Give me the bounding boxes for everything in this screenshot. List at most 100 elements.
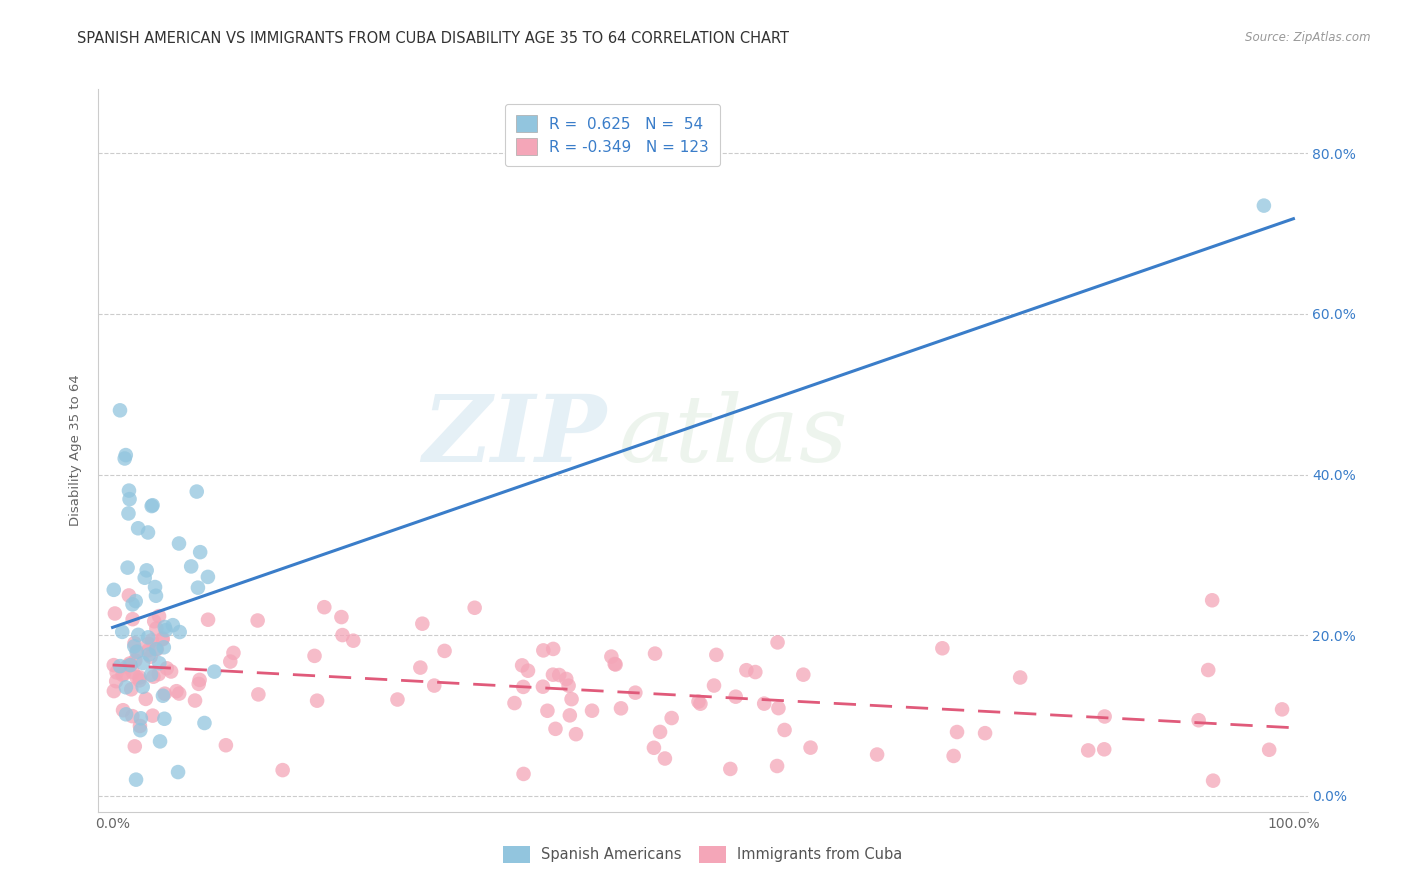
Point (409, 660, 432, 674)
Point (464, 600, 486, 615)
Point (117, 560, 139, 574)
Legend: R =  0.625   N =  54, R = -0.349   N = 123: R = 0.625 N = 54, R = -0.349 N = 123 (505, 104, 720, 166)
Point (142, 670, 165, 684)
Point (125, 594, 148, 608)
Point (127, 521, 149, 535)
Point (1077, 743, 1099, 757)
Point (138, 637, 160, 651)
Point (643, 740, 665, 755)
Point (332, 628, 354, 642)
Point (134, 571, 156, 585)
Point (132, 656, 155, 670)
Point (246, 614, 269, 628)
Point (610, 701, 633, 715)
Point (942, 748, 965, 763)
Point (531, 643, 554, 657)
Point (180, 559, 202, 574)
Point (433, 644, 456, 658)
Point (125, 670, 148, 684)
Point (197, 613, 219, 627)
Point (105, 674, 128, 689)
Point (124, 636, 146, 650)
Point (167, 536, 190, 550)
Point (121, 598, 143, 612)
Point (149, 734, 172, 748)
Point (184, 693, 207, 707)
Point (141, 633, 163, 648)
Point (124, 739, 146, 754)
Point (139, 667, 162, 681)
Point (744, 665, 766, 679)
Point (768, 701, 790, 715)
Point (661, 711, 683, 725)
Point (117, 507, 139, 521)
Point (222, 646, 245, 660)
Point (330, 610, 353, 624)
Point (114, 451, 136, 466)
Point (103, 582, 125, 597)
Point (112, 667, 135, 681)
Point (108, 403, 131, 417)
Point (792, 667, 814, 681)
Point (118, 492, 141, 507)
Text: Source: ZipAtlas.com: Source: ZipAtlas.com (1246, 31, 1371, 45)
Point (187, 677, 209, 691)
Point (202, 665, 225, 679)
Point (536, 704, 558, 718)
Point (555, 672, 578, 686)
Point (188, 545, 211, 559)
Point (152, 632, 174, 647)
Point (271, 763, 294, 777)
Point (548, 668, 571, 682)
Point (1010, 671, 1032, 685)
Point (160, 665, 183, 679)
Point (193, 716, 215, 731)
Point (112, 703, 135, 717)
Point (503, 696, 526, 710)
Point (718, 762, 741, 776)
Point (143, 580, 166, 594)
Point (135, 692, 157, 706)
Point (125, 772, 148, 787)
Point (121, 709, 143, 723)
Point (148, 657, 170, 671)
Point (654, 751, 676, 765)
Point (648, 725, 671, 739)
Point (558, 708, 581, 723)
Point (314, 600, 336, 615)
Point (600, 649, 623, 664)
Point (342, 633, 364, 648)
Point (103, 684, 125, 698)
Point (115, 680, 138, 694)
Point (704, 648, 727, 662)
Point (215, 738, 238, 752)
Point (148, 667, 170, 681)
Point (603, 657, 626, 671)
Point (143, 614, 166, 628)
Point (1201, 593, 1223, 607)
Point (153, 687, 176, 701)
Point (411, 616, 433, 631)
Point (118, 483, 141, 498)
Point (307, 694, 329, 708)
Point (1271, 702, 1294, 716)
Point (104, 607, 127, 621)
Point (946, 725, 969, 739)
Point (766, 635, 789, 649)
Point (541, 667, 564, 681)
Point (108, 659, 131, 673)
Text: atlas: atlas (619, 391, 848, 481)
Point (148, 609, 170, 624)
Point (128, 673, 150, 688)
Point (114, 448, 136, 462)
Point (129, 719, 152, 733)
Point (129, 711, 152, 725)
Point (531, 680, 554, 694)
Point (111, 624, 134, 639)
Y-axis label: Disability Age 35 to 64: Disability Age 35 to 64 (69, 375, 83, 526)
Point (510, 658, 533, 673)
Point (169, 625, 191, 640)
Point (423, 679, 446, 693)
Point (703, 679, 725, 693)
Point (142, 498, 165, 512)
